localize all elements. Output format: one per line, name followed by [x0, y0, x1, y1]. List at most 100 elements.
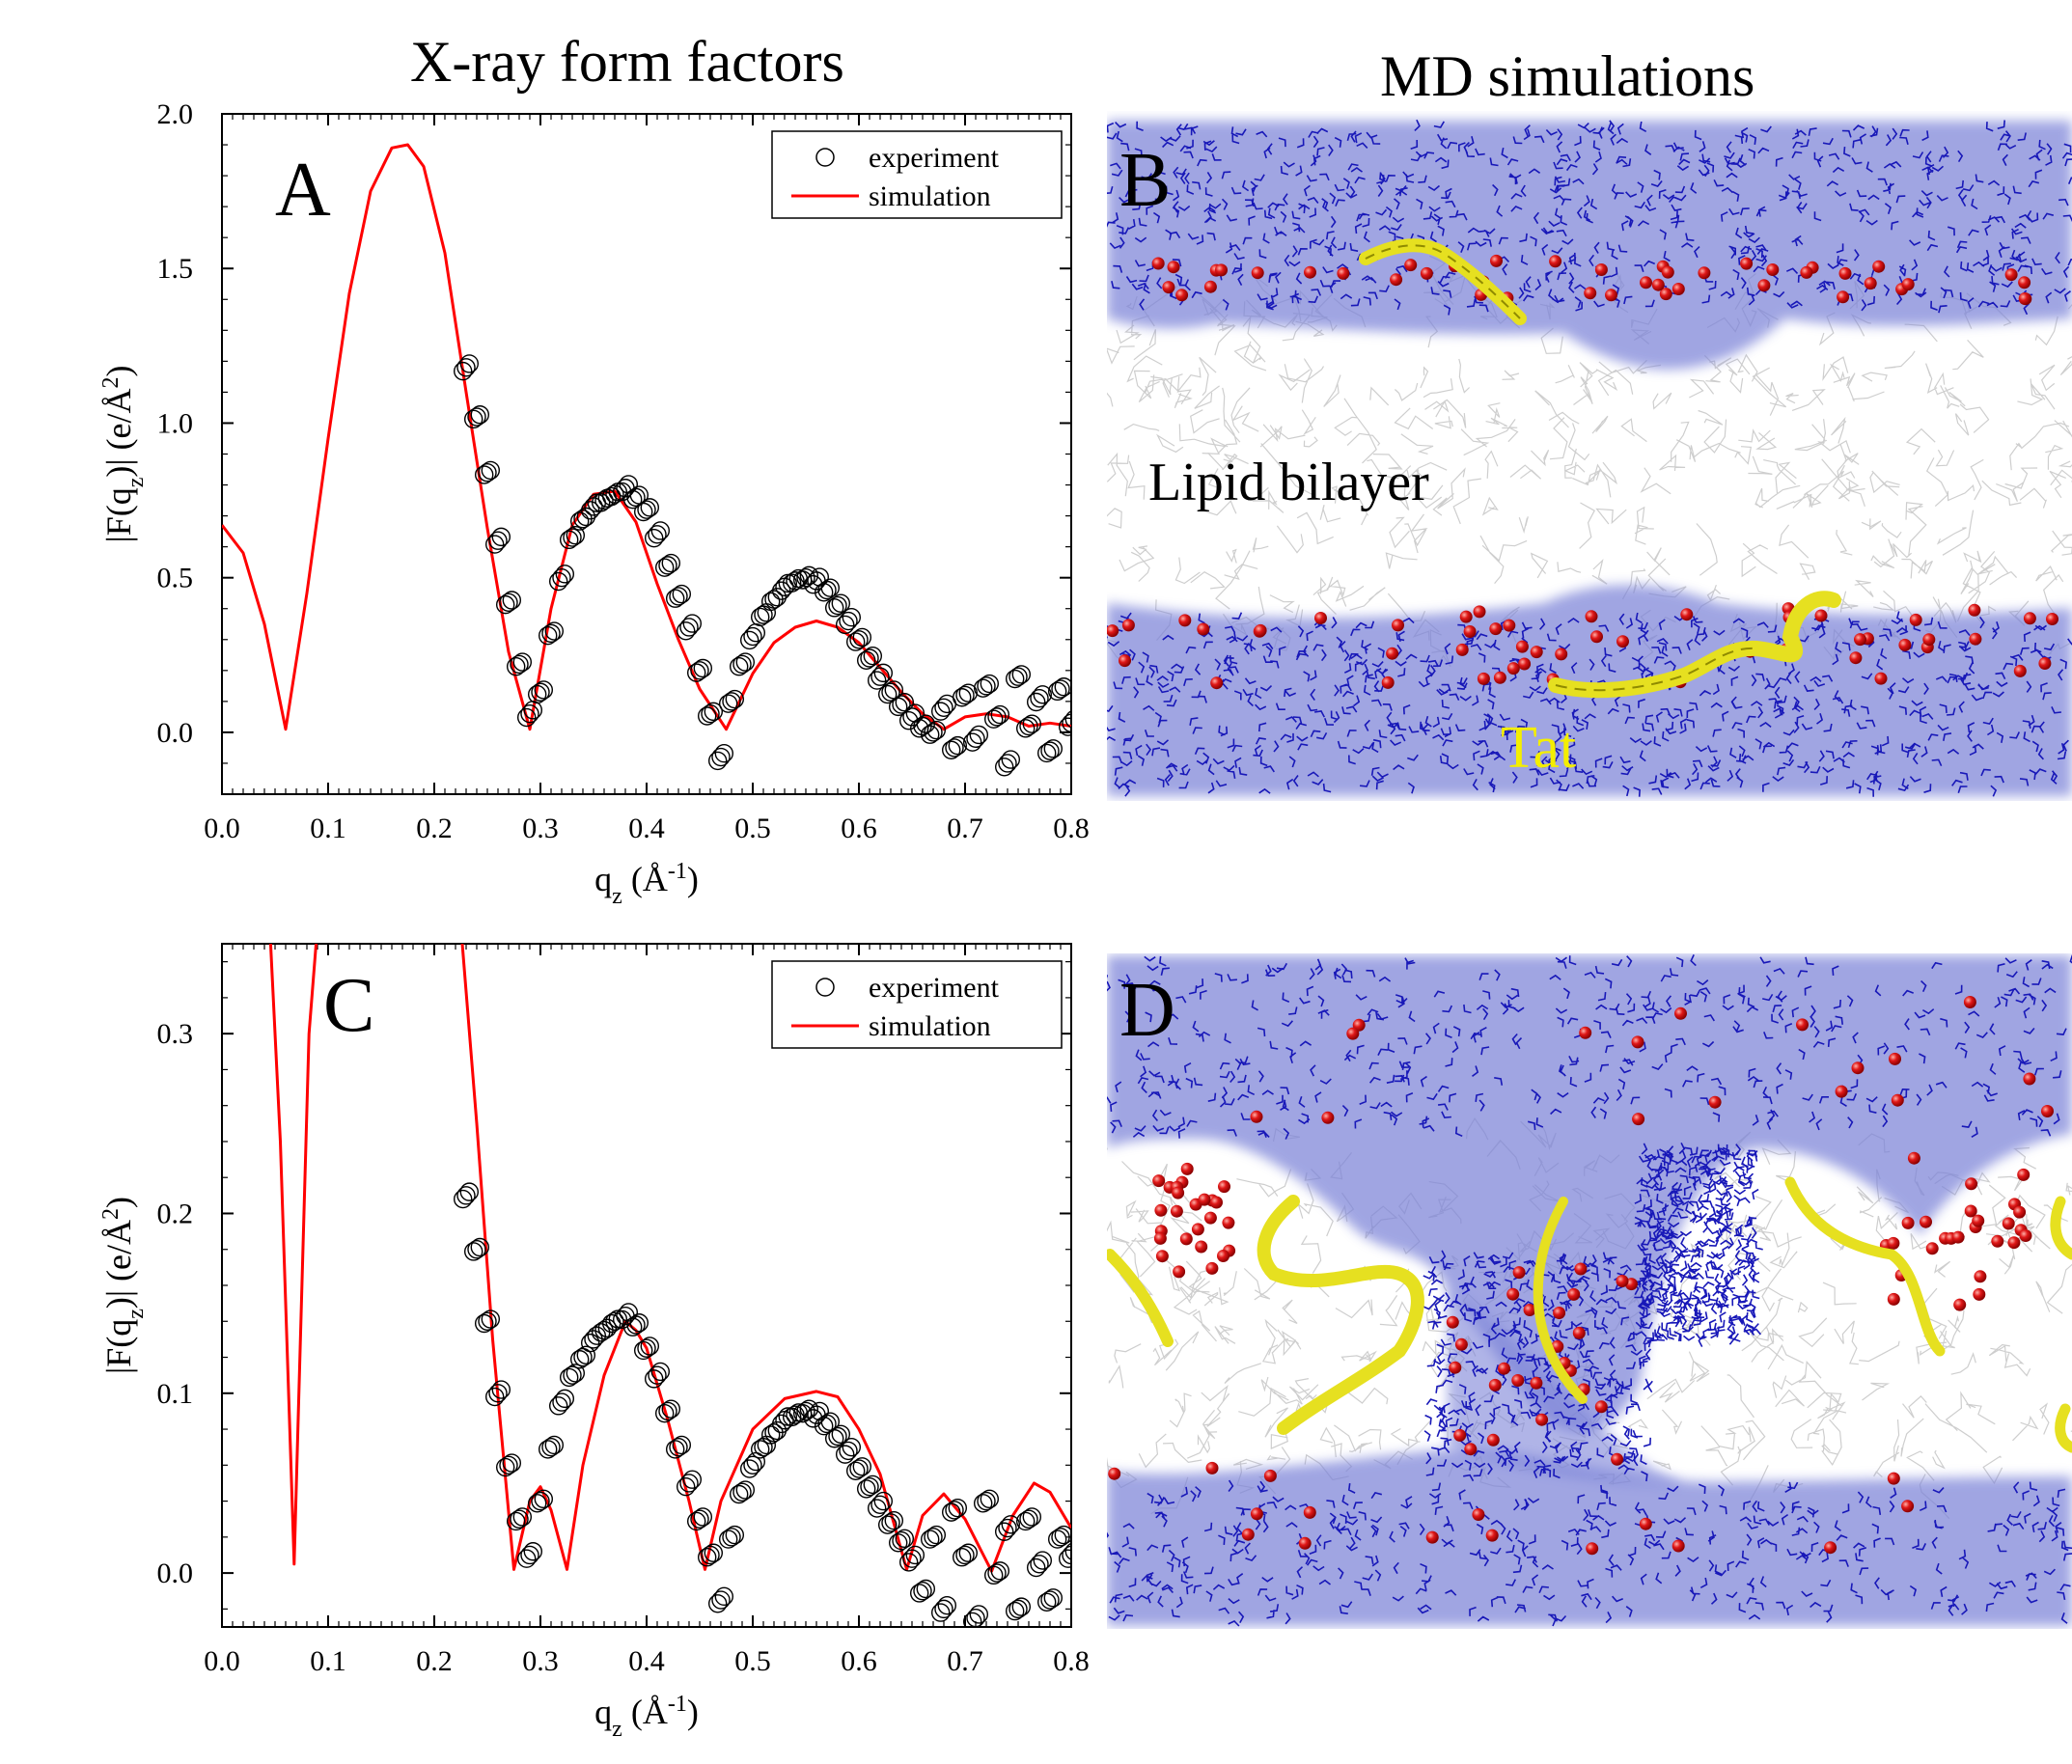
experiment-point — [934, 1599, 953, 1619]
legend-box — [771, 960, 1063, 1049]
experiment-point — [666, 1440, 685, 1459]
phosphate-bead — [1964, 1204, 1977, 1218]
phosphate-bead — [1251, 266, 1264, 280]
legend-experiment-label: experiment — [869, 142, 1000, 174]
phosphate-bead — [1963, 996, 1976, 1008]
experiment-point — [661, 1399, 680, 1419]
phosphate-bead — [1518, 657, 1532, 671]
tat-label: Tat — [1501, 715, 1576, 781]
phosphate-bead — [1837, 290, 1850, 304]
experiment-point — [743, 626, 762, 647]
experiment-point — [623, 1317, 643, 1337]
experiment-point — [1051, 679, 1070, 699]
experiment-point — [488, 531, 508, 550]
phosphate-bead — [1167, 261, 1180, 274]
experiment-point — [496, 594, 515, 615]
experiment-point — [693, 658, 712, 678]
phosphate-bead — [1203, 1211, 1217, 1225]
experiment-point — [868, 671, 887, 690]
experiment-point — [507, 657, 526, 676]
legend-simulation-label: simulation — [869, 1010, 991, 1042]
experiment-point — [998, 754, 1017, 773]
x-tick-label: 0.7 — [947, 813, 983, 844]
experiment-point — [987, 1563, 1007, 1583]
phosphate-bead — [1205, 1261, 1219, 1275]
experiment-point — [549, 571, 568, 592]
phosphate-bead — [1605, 289, 1617, 302]
experiment-point — [711, 747, 731, 767]
lower-headgroup-layer-d — [1107, 1447, 2072, 1626]
phosphate-bead — [1530, 646, 1543, 659]
experiment-point — [549, 1396, 568, 1416]
x-tick-label: 0.2 — [416, 1645, 453, 1677]
tat-peptide-d2 — [1533, 1197, 1588, 1404]
experiment-point — [464, 409, 483, 429]
experiment-point — [499, 1455, 518, 1475]
experiment-point — [534, 680, 553, 700]
experiment-point — [846, 632, 866, 651]
experiment-point — [778, 573, 797, 593]
experiment-point — [881, 1513, 900, 1532]
experiment-point — [478, 1311, 497, 1331]
experiment-point — [698, 706, 717, 726]
phosphate-bead — [1477, 672, 1490, 685]
phosphate-bead — [1170, 1204, 1183, 1218]
experiment-series — [454, 354, 1071, 777]
x-axis-label: qz (Å-1) — [594, 1692, 699, 1742]
x-tick-label: 0.2 — [416, 813, 453, 844]
legend-simulation-label: simulation — [869, 180, 991, 212]
experiment-point — [857, 650, 876, 671]
phosphate-bead — [1172, 1186, 1185, 1199]
experiment-point — [456, 358, 476, 377]
experiment-point — [828, 595, 847, 616]
experiment-point — [719, 1530, 738, 1549]
experiment-point — [955, 1545, 975, 1565]
experiment-point — [1030, 688, 1049, 708]
experiment-point — [860, 648, 879, 668]
experiment-point — [581, 1333, 600, 1353]
experiment-point — [592, 493, 611, 512]
experiment-point — [732, 1482, 752, 1502]
x-tick-label: 0.1 — [310, 813, 346, 844]
phosphate-bead — [1215, 263, 1228, 277]
experiment-point — [892, 1530, 911, 1551]
experiment-point — [520, 703, 539, 724]
experiment-point — [491, 1380, 511, 1399]
experiment-point — [921, 725, 940, 744]
phosphate-bead — [1974, 1270, 1987, 1283]
experiment-point — [1015, 719, 1036, 738]
phosphate-bead — [1800, 265, 1813, 279]
phosphate-bead — [1512, 1266, 1526, 1280]
phosphate-bead — [1515, 640, 1529, 653]
phosphate-bead — [1337, 266, 1350, 280]
experiment-point — [751, 1440, 770, 1459]
x-tick-label: 0.4 — [628, 1645, 665, 1677]
experiment-point — [836, 615, 855, 635]
experiment-point — [555, 1389, 574, 1409]
phosphate-bead — [1594, 263, 1608, 276]
experiment-point — [963, 1612, 982, 1627]
experiment-point — [761, 592, 781, 612]
experiment-point — [679, 1474, 699, 1493]
experiment-point — [605, 484, 624, 504]
phosphate-bead — [1757, 279, 1771, 292]
right-column-header: MD simulations — [1380, 44, 1755, 108]
experiment-point — [740, 1459, 760, 1478]
phosphate-bead — [1611, 1452, 1624, 1466]
phosphate-bead — [1586, 1542, 1599, 1556]
experiment-point — [1001, 1515, 1021, 1534]
experiment-point — [870, 667, 890, 686]
experiment-point — [682, 1470, 702, 1489]
experiment-point — [539, 625, 558, 646]
experiment-point — [510, 1509, 529, 1529]
experiment-point — [488, 1384, 508, 1403]
tat-peptide-lower-ribbon-detail — [1555, 647, 1757, 692]
experiment-point — [687, 1511, 706, 1531]
x-tick-label: 0.8 — [1053, 1645, 1090, 1677]
experiment-point — [669, 587, 688, 606]
experiment-point — [1001, 750, 1021, 769]
phosphate-bead — [1175, 289, 1189, 302]
experiment-point — [751, 607, 770, 627]
experiment-point — [899, 1553, 919, 1572]
experiment-point — [783, 1407, 802, 1427]
